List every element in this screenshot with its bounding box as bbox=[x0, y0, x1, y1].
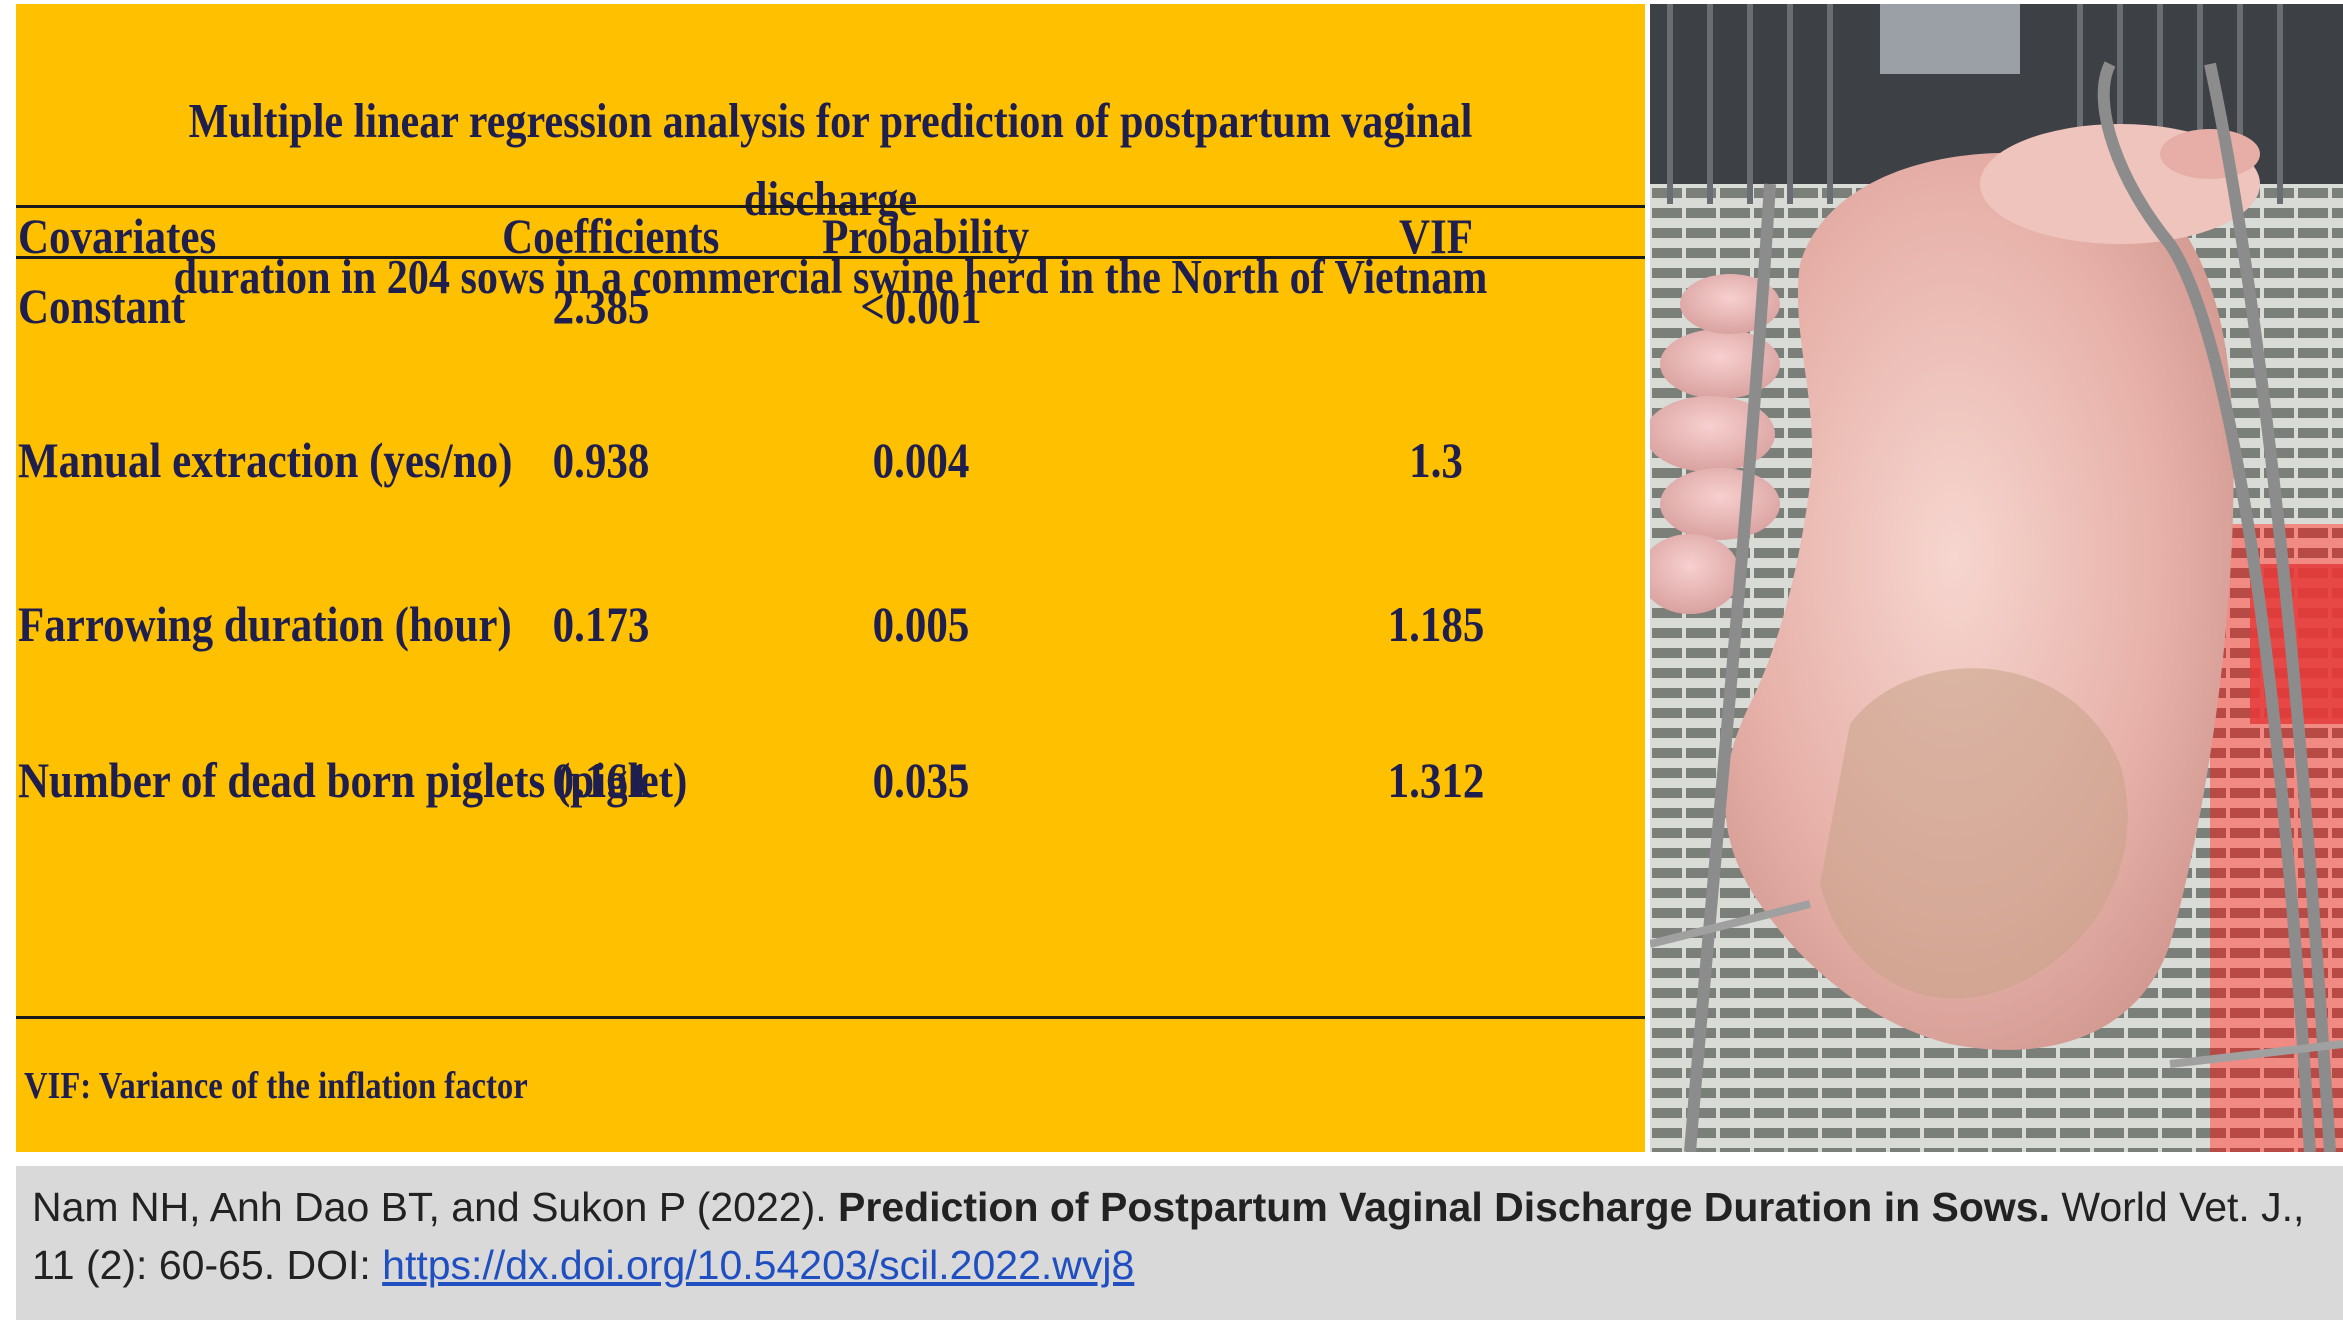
header-coefficients: Coefficients bbox=[502, 208, 720, 264]
row-manual-extraction-coefficient: 0.938 bbox=[552, 432, 650, 488]
citation-article-title: Prediction of Postpartum Vaginal Dischar… bbox=[838, 1184, 2050, 1230]
row-constant-covariate: Constant bbox=[18, 278, 186, 334]
row-constant-probability: <0.001 bbox=[860, 278, 982, 334]
sow-photo bbox=[1650, 4, 2343, 1152]
row-farrowing-duration-coefficient: 0.173 bbox=[552, 596, 650, 652]
row-farrowing-duration-vif: 1.185 bbox=[1387, 596, 1485, 652]
citation-authors: Nam NH, Anh Dao BT, and Sukon P (2022). bbox=[32, 1184, 839, 1230]
header-probability: Probability bbox=[822, 208, 1030, 264]
row-manual-extraction-vif: 1.3 bbox=[1409, 432, 1463, 488]
citation-journal: World Vet. J., 11 (2): 60-65. DOI: bbox=[32, 1184, 2305, 1288]
table-bottom-rule bbox=[16, 1016, 1645, 1019]
header-vif: VIF bbox=[1398, 208, 1474, 264]
doi-link[interactable]: https://dx.doi.org/10.54203/scil.2022.wv… bbox=[382, 1242, 1135, 1288]
table-title-line-1: Multiple linear regression analysis for … bbox=[188, 93, 1473, 226]
sow-photo-image bbox=[1650, 4, 2343, 1152]
row-dead-born-piglets-coefficient: 0.161 bbox=[552, 752, 650, 808]
table-top-rule bbox=[16, 205, 1645, 208]
table-footnote: VIF: Variance of the inflation factor bbox=[24, 1065, 528, 1107]
row-dead-born-piglets-probability: 0.035 bbox=[872, 752, 970, 808]
row-dead-born-piglets-covariate: Number of dead born piglets (piglet) bbox=[18, 752, 688, 808]
header-bottom-rule bbox=[16, 256, 1645, 259]
regression-table-panel: Multiple linear regression analysis for … bbox=[16, 4, 1645, 1152]
row-manual-extraction-covariate: Manual extraction (yes/no) bbox=[18, 432, 513, 488]
row-farrowing-duration-covariate: Farrowing duration (hour) bbox=[18, 596, 512, 652]
row-constant-coefficient: 2.385 bbox=[552, 278, 650, 334]
citation-bar: Nam NH, Anh Dao BT, and Sukon P (2022). … bbox=[16, 1166, 2343, 1320]
row-farrowing-duration-probability: 0.005 bbox=[872, 596, 970, 652]
row-dead-born-piglets-vif: 1.312 bbox=[1387, 752, 1485, 808]
header-covariates: Covariates bbox=[18, 208, 217, 264]
row-manual-extraction-probability: 0.004 bbox=[872, 432, 970, 488]
